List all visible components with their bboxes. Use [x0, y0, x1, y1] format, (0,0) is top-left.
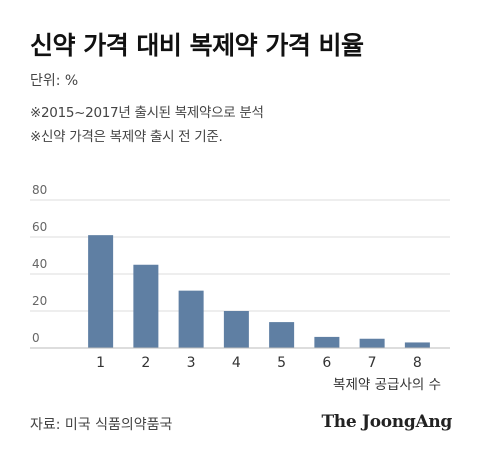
x-tick-label: 6 — [322, 355, 331, 371]
x-tick-label: 4 — [232, 355, 241, 371]
y-tick-label: 40 — [32, 257, 47, 271]
y-tick-label: 20 — [32, 294, 47, 308]
x-tick-label: 1 — [96, 355, 105, 371]
bar — [359, 338, 385, 348]
bar — [404, 342, 430, 348]
note-line-2: ※신약 가격은 복제약 출시 전 기준. — [30, 129, 223, 145]
x-tick-label: 3 — [187, 355, 196, 371]
x-tick-label: 7 — [368, 355, 377, 371]
bar — [269, 322, 295, 348]
note-line-1: ※2015~2017년 출시된 복제약으로 분석 — [30, 105, 264, 121]
bar — [314, 336, 340, 348]
brand-logo: The JoongAng — [321, 412, 452, 432]
x-tick-label: 5 — [277, 355, 286, 371]
y-tick-label: 0 — [32, 331, 40, 345]
x-axis-title: 복제약 공급사의 수 — [333, 377, 441, 393]
bar — [88, 235, 114, 348]
y-tick-label: 80 — [32, 183, 47, 197]
chart-title: 신약 가격 대비 복제약 가격 비율 — [30, 31, 364, 60]
x-tick-label: 8 — [413, 355, 422, 371]
y-tick-label: 60 — [32, 220, 47, 234]
bar — [223, 311, 249, 348]
unit-label: 단위: % — [30, 73, 79, 89]
bar — [178, 290, 204, 348]
source-note: 자료: 미국 식품의약품국 — [30, 417, 173, 433]
x-tick-label: 2 — [141, 355, 150, 371]
bar — [133, 264, 159, 348]
